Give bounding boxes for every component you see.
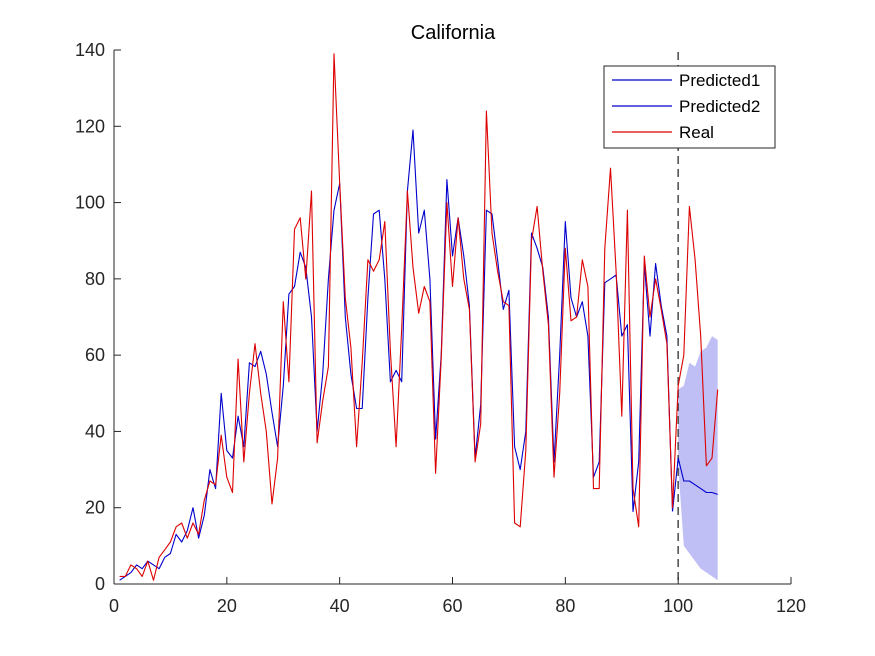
legend-label-predicted1: Predicted1	[679, 71, 760, 90]
y-tick-label: 0	[95, 574, 105, 594]
x-tick-label: 80	[555, 596, 575, 616]
series-line-predicted1	[119, 129, 674, 581]
y-tick-label: 40	[85, 421, 105, 441]
y-tick-label: 100	[75, 193, 105, 213]
legend: Predicted1 Predicted2 Real	[603, 65, 776, 149]
series-line-predicted2	[671, 457, 718, 512]
x-tick-label: 120	[776, 596, 806, 616]
chart-title: California	[411, 22, 496, 44]
x-tick-label: 60	[442, 596, 462, 616]
y-tick-label: 20	[85, 498, 105, 518]
plot-area	[119, 52, 719, 584]
x-tick-label: 100	[663, 596, 693, 616]
series-line-real	[119, 53, 719, 581]
axes: 0 20 40 60 80 100 120 0 20 40 60 80 100 120 140	[75, 40, 806, 616]
legend-label-real: Real	[679, 123, 714, 142]
y-tick-label: 140	[75, 40, 105, 60]
confidence-band	[678, 336, 718, 581]
x-tick-label: 20	[217, 596, 237, 616]
y-tick-label: 80	[85, 269, 105, 289]
y-tick-label: 60	[85, 345, 105, 365]
legend-label-predicted2: Predicted2	[679, 97, 760, 116]
y-tick-label: 120	[75, 116, 105, 136]
x-tick-label: 40	[330, 596, 350, 616]
x-tick-label: 0	[109, 596, 119, 616]
